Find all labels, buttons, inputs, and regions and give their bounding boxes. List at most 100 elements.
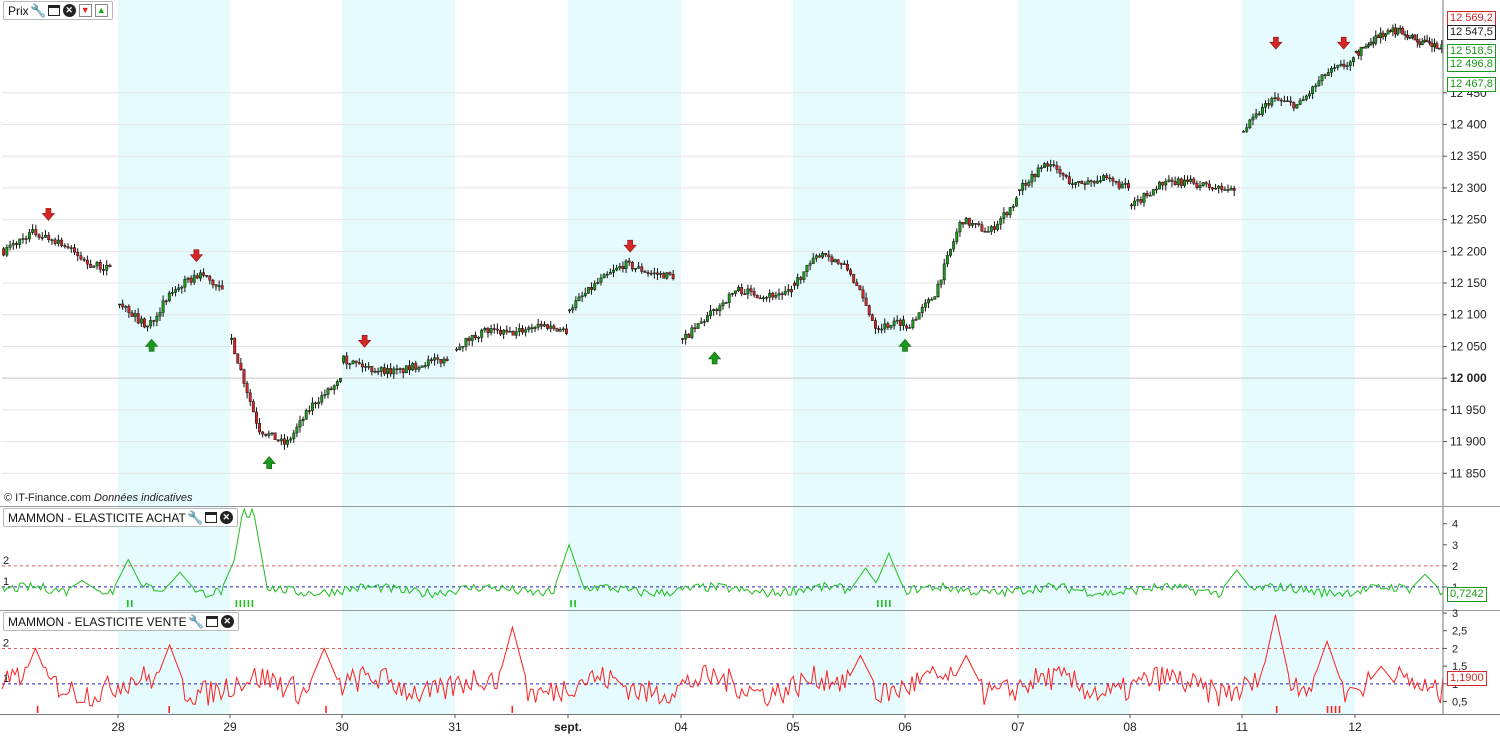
candle-body — [1333, 67, 1337, 69]
candle-body — [21, 238, 25, 240]
candle-body — [802, 271, 806, 280]
candle-body — [1435, 43, 1439, 49]
candle-body — [386, 368, 389, 374]
price-tag-high: 12 569,2 — [1447, 11, 1496, 26]
x-tick-label: 07 — [1011, 720, 1025, 734]
candle-body — [908, 327, 912, 329]
candle-body — [1326, 72, 1330, 76]
wrench-icon[interactable]: 🔧 — [188, 614, 205, 629]
y-tick-label: 11 900 — [1450, 435, 1486, 449]
candle-body — [634, 268, 637, 270]
candle-body — [1298, 100, 1302, 105]
day-band — [568, 0, 681, 714]
price-gridlines — [2, 92, 1443, 474]
close-icon[interactable]: ✕ — [220, 615, 234, 628]
candle-body — [467, 337, 471, 341]
candle-body — [53, 239, 57, 244]
candle-body — [1430, 42, 1434, 48]
candle-body — [98, 261, 102, 270]
candle-body — [917, 312, 921, 320]
candle-body — [721, 302, 725, 307]
candle-body — [618, 266, 622, 269]
buy-arrow-icon — [144, 338, 159, 352]
candle-body — [942, 263, 946, 281]
candle-body — [245, 383, 249, 394]
candle-body — [696, 323, 700, 329]
candle-body — [1126, 183, 1130, 189]
candle-body — [486, 328, 490, 333]
candle-body — [1061, 173, 1065, 176]
candle-body — [568, 309, 572, 312]
candle-body — [768, 292, 772, 298]
indicator-line — [1, 614, 1444, 707]
candle-body — [1292, 101, 1296, 109]
candle-body — [376, 370, 380, 373]
candle-body — [1114, 180, 1118, 183]
candle-body — [470, 334, 474, 341]
candle-body — [662, 273, 666, 279]
day-band — [1018, 0, 1130, 714]
window-icon[interactable] — [204, 512, 217, 523]
candle-body — [671, 274, 675, 279]
signal-arrows — [41, 36, 1351, 469]
candle-body — [1364, 46, 1368, 49]
candle-body — [1348, 61, 1352, 66]
candle-body — [1357, 51, 1361, 56]
candle-body — [270, 432, 274, 435]
wrench-icon[interactable]: 🔧 — [187, 510, 204, 525]
candle-body — [295, 426, 299, 434]
candle-body — [605, 273, 609, 276]
candle-body — [155, 315, 159, 322]
wrench-icon[interactable]: 🔧 — [30, 3, 47, 18]
arrow-up-icon[interactable]: ▲ — [94, 4, 108, 17]
candle-body — [298, 420, 302, 428]
candle-body — [796, 277, 800, 286]
buy-arrow-icon — [262, 456, 276, 469]
candle-body — [780, 293, 784, 295]
candle-body — [480, 329, 484, 338]
arrow-down-icon[interactable]: ▼ — [78, 4, 92, 17]
candle-body — [1270, 98, 1274, 106]
window-icon[interactable] — [47, 5, 60, 16]
candle-body — [1376, 35, 1380, 39]
day-band — [1242, 0, 1355, 714]
candle-body — [130, 312, 134, 317]
candle-body — [789, 289, 793, 293]
candle-body — [1386, 30, 1390, 35]
reference-label: 1 — [3, 576, 9, 588]
candle-body — [364, 366, 367, 368]
candle-body — [1139, 199, 1143, 203]
candle-body — [92, 265, 96, 268]
candle-body — [389, 368, 393, 375]
candle-body — [727, 293, 731, 303]
candle-body — [373, 370, 377, 373]
candle-body — [292, 432, 296, 440]
candle-body — [50, 239, 54, 241]
candle-body — [543, 324, 546, 327]
candle-body — [886, 323, 890, 328]
candle-body — [615, 267, 619, 271]
window-icon[interactable] — [205, 616, 218, 627]
candle-body — [338, 378, 342, 382]
candle-body — [958, 221, 962, 233]
close-icon[interactable]: ✕ — [62, 4, 76, 17]
candle-body — [301, 419, 305, 421]
candle-body — [687, 333, 691, 338]
candle-body — [1362, 46, 1366, 49]
candle-body — [996, 223, 1000, 230]
candle-body — [142, 318, 146, 328]
candle-body — [63, 245, 67, 247]
achat-last-value-tag: 0,7242 — [1447, 587, 1487, 602]
candle-body — [718, 305, 722, 312]
candle-body — [1030, 173, 1034, 183]
credit-note: Données indicatives — [94, 492, 193, 504]
signal-tick — [325, 706, 327, 713]
y-tick-label: 12 200 — [1450, 244, 1487, 258]
candle-body — [239, 363, 243, 371]
candle-body — [1418, 41, 1422, 45]
close-icon[interactable]: ✕ — [219, 511, 233, 524]
candle-body — [558, 329, 562, 332]
candle-body — [1042, 163, 1046, 168]
candle-body — [1393, 27, 1397, 35]
